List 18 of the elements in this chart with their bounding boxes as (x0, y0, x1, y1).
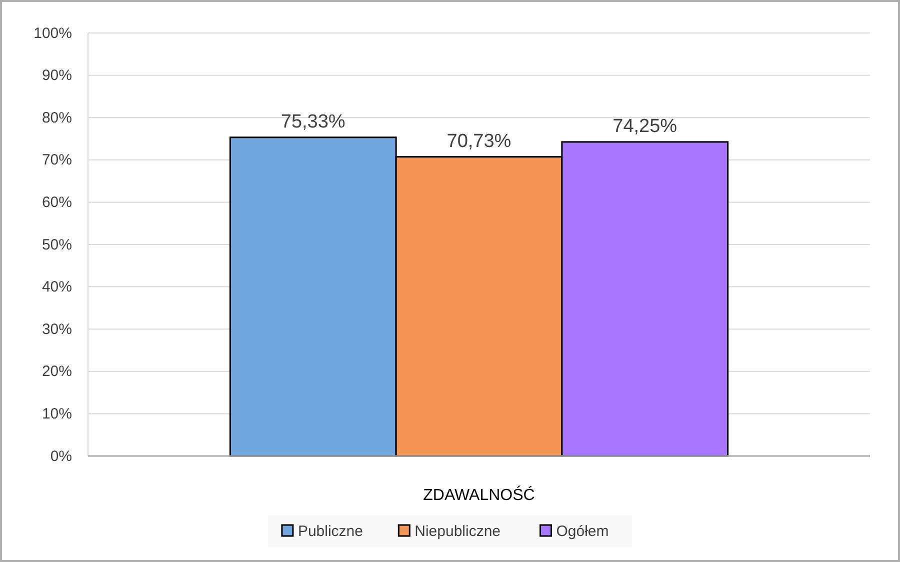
y-tick-label: 20% (42, 363, 72, 380)
data-label: 74,25% (612, 116, 678, 137)
y-tick-label: 30% (42, 320, 72, 338)
x-tick-label: ZDAWALNOŚĆ (423, 485, 535, 504)
y-tick-label: 60% (42, 194, 72, 211)
legend-label: Ogółem (556, 523, 609, 540)
y-tick-label: 70% (42, 152, 72, 169)
y-tick-label: 0% (50, 448, 72, 465)
y-tick-label: 100% (34, 24, 72, 42)
y-tick-label: 50% (42, 236, 72, 254)
data-label: 70,73% (446, 130, 512, 152)
legend-label: Publiczne (298, 523, 363, 540)
y-tick-label: 40% (42, 278, 72, 296)
legend-label: Niepubliczne (414, 523, 501, 540)
data-label: 75,33% (280, 111, 346, 132)
y-tick-label: 10% (42, 406, 72, 422)
y-tick-label: 90% (42, 67, 72, 84)
y-tick-label: 80% (42, 109, 72, 126)
